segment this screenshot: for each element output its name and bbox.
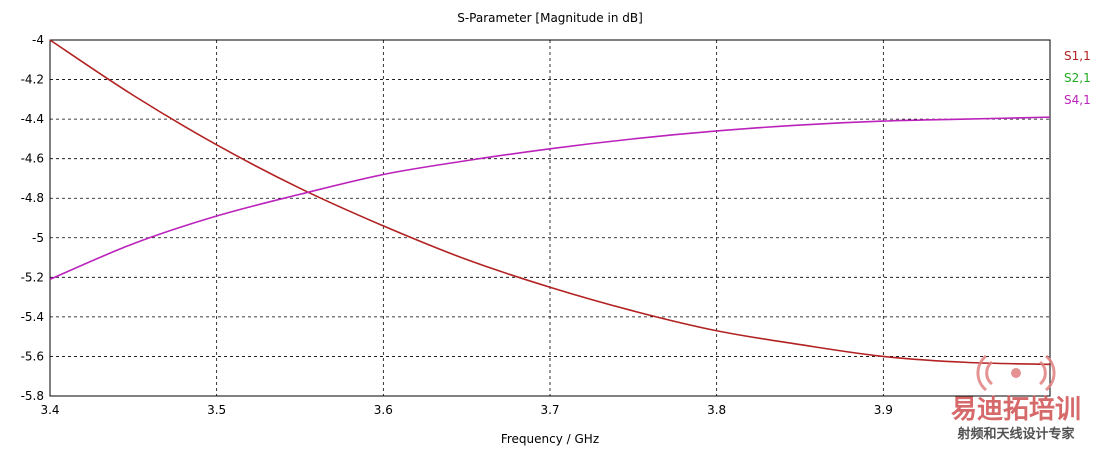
watermark-tagline: 射频和天线设计专家: [956, 426, 1075, 442]
y-axis-tick-labels: -4 -4.2 -4.4 -4.6 -4.8 -5 -5.2 -5.4 -5.6 -5.8: [21, 33, 44, 403]
y-tick-label: -5: [32, 231, 44, 245]
legend-entry-s1-1: S1,1: [1064, 49, 1091, 63]
series-line-s4-1: [49, 116, 1051, 281]
x-axis-tick-labels: 3.4 3.5 3.6 3.7 3.8 3.9: [40, 403, 892, 417]
y-tick-label: -4.8: [21, 191, 44, 205]
y-tick-label: -5.8: [21, 389, 44, 403]
legend: S1,1 S2,1 S4,1: [1064, 49, 1091, 107]
y-tick-label: -5.2: [21, 270, 44, 284]
watermark-logo: 易迪拓培训 射频和天线设计专家: [951, 354, 1081, 442]
signal-waves-icon: [976, 354, 1056, 392]
x-tick-label: 3.9: [874, 403, 893, 417]
watermark-logo-text: 易迪拓培训: [951, 395, 1081, 425]
y-tick-label: -4.6: [21, 152, 44, 166]
x-tick-label: 3.7: [540, 403, 559, 417]
y-tick-label: -5.4: [21, 310, 44, 324]
x-tick-label: 3.5: [207, 403, 226, 417]
chart-title: S-Parameter [Magnitude in dB]: [457, 11, 643, 25]
gridlines: [50, 40, 1050, 396]
series-lines: [49, 39, 1051, 366]
x-axis-label: Frequency / GHz: [501, 432, 599, 446]
y-tick-label: -4.4: [21, 112, 44, 126]
x-tick-label: 3.8: [707, 403, 726, 417]
series-line-s1-1: [49, 39, 1051, 366]
legend-entry-s2-1: S2,1: [1064, 71, 1091, 85]
legend-entry-s4-1: S4,1: [1064, 93, 1091, 107]
y-tick-label: -5.6: [21, 349, 44, 363]
y-tick-label: -4: [32, 33, 44, 47]
y-tick-label: -4.2: [21, 73, 44, 87]
x-tick-label: 3.6: [374, 403, 393, 417]
x-tick-label: 3.4: [40, 403, 59, 417]
